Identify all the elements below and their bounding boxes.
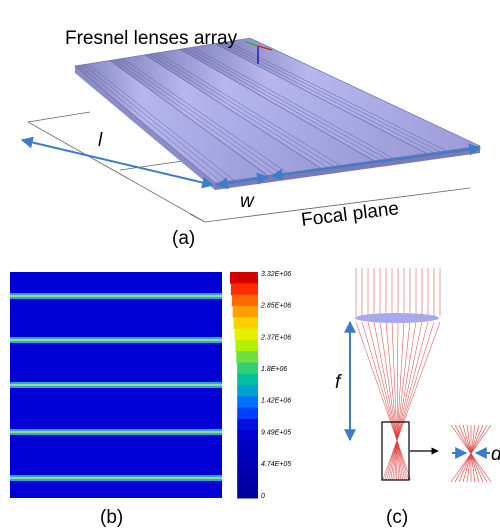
lens-profile <box>355 313 439 323</box>
colorbar-step <box>237 408 258 420</box>
figure: Fresnel lenses array l w Focal plane (a)… <box>0 0 500 528</box>
stripe-core <box>10 339 222 341</box>
colorbar-label: 1.8E+06 <box>261 366 287 373</box>
colorbar-label: 2.37E+06 <box>260 334 291 341</box>
colorbar-step <box>231 283 258 295</box>
stripe-core <box>10 295 222 297</box>
caption-a: (a) <box>172 228 195 249</box>
stripe-core <box>10 384 222 386</box>
focused-ray <box>389 322 422 480</box>
colorbar-step <box>237 374 258 386</box>
colorbar-label: 9.49E+05 <box>261 429 291 436</box>
colorbar-step <box>237 362 258 374</box>
colorbar-step <box>230 272 258 284</box>
colorbar-step <box>237 475 258 487</box>
colorbar-step <box>234 317 258 329</box>
colorbar-step <box>237 464 258 476</box>
plane-label: Focal plane <box>300 198 400 231</box>
colorbar-step <box>237 419 258 431</box>
array-title: Fresnel lenses array <box>65 28 238 49</box>
focused-ray <box>368 322 407 480</box>
colorbar-step <box>237 453 258 465</box>
colorbar-step <box>235 329 259 341</box>
caption-b: (b) <box>100 507 123 528</box>
focused-ray <box>362 322 409 480</box>
colorbar-step <box>237 442 258 454</box>
length-label: l <box>98 130 103 151</box>
colorbar-label: 1.42E+06 <box>261 398 291 405</box>
stripe-core <box>10 431 222 433</box>
stripe-core <box>10 477 222 479</box>
spot-label: d <box>491 444 500 465</box>
colorbar-label: 0 <box>261 493 265 500</box>
focused-ray <box>374 322 405 480</box>
focused-ray <box>386 322 401 480</box>
colorbar-step <box>237 430 258 442</box>
width-label: w <box>240 191 255 212</box>
colorbar-step <box>237 385 258 397</box>
colorbar-step <box>235 340 258 352</box>
colorbar-step <box>237 396 258 408</box>
colorbar-step <box>232 295 258 307</box>
colorbar-label: 4.74E+05 <box>261 461 291 468</box>
caption-c: (c) <box>386 507 408 528</box>
colorbar-step <box>236 351 258 363</box>
colorbar: 3.32E+06 2.85E+06 2.37E+06 1.8E+06 1.42E+06 9… <box>230 271 291 500</box>
focal-label: f <box>335 372 342 393</box>
colorbar-step <box>233 306 258 318</box>
colorbar-label: 2.85E+06 <box>260 303 291 310</box>
focused-ray <box>391 322 416 480</box>
rays <box>356 268 440 480</box>
colorbar-step <box>237 487 258 499</box>
colorbar-label: 3.32E+06 <box>261 271 291 278</box>
